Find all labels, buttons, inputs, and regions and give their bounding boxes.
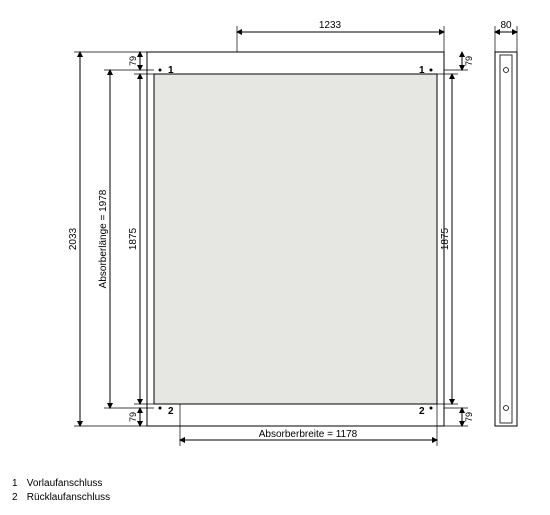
technical-drawing: 1 1 2 2 1233 80 2033 Absorberlänge = 19 xyxy=(0,0,550,515)
dim-inner-left: 1875 xyxy=(128,74,154,404)
side-outer xyxy=(495,52,517,426)
dim-inner-right-label: 1875 xyxy=(440,227,451,250)
dim-left-outer-label: 2033 xyxy=(68,227,79,250)
dim-side-width-label: 80 xyxy=(500,20,512,31)
dim-gap-bl-label: 79 xyxy=(128,412,138,422)
dim-absorber-width-label: Absorberbreite = 1178 xyxy=(259,429,358,440)
dim-gap-bl: 79 xyxy=(128,408,140,426)
legend-label: Vorlaufanschluss xyxy=(27,478,103,489)
legend-num: 1 xyxy=(12,477,24,491)
dim-side-width: 80 xyxy=(495,20,517,52)
dim-absorber-length-label: Absorberlänge = 1978 xyxy=(98,189,109,288)
dim-gap-tl-label: 79 xyxy=(128,56,138,66)
front-view: 1 1 2 2 xyxy=(147,52,444,426)
dim-gap-br: 79 xyxy=(444,408,474,426)
port-top-left xyxy=(159,69,162,72)
dim-gap-tr: 79 xyxy=(444,52,474,70)
dim-gap-tr-label: 79 xyxy=(464,56,474,66)
callout-2-bl: 2 xyxy=(168,406,174,417)
side-port-top xyxy=(504,68,509,73)
port-bottom-left xyxy=(159,407,162,410)
side-port-bottom xyxy=(504,406,509,411)
dim-gap-br-label: 79 xyxy=(464,412,474,422)
legend-item: 1 Vorlaufanschluss xyxy=(12,477,110,491)
dim-top-width: 1233 xyxy=(237,20,444,52)
port-top-right xyxy=(430,69,433,72)
port-bottom-right xyxy=(430,407,433,410)
dim-inner-left-label: 1875 xyxy=(128,227,139,250)
dim-gap-tl: 79 xyxy=(128,52,140,70)
dim-absorber-width: Absorberbreite = 1178 xyxy=(180,404,437,446)
legend: 1 Vorlaufanschluss 2 Rücklaufanschluss xyxy=(12,477,110,505)
legend-num: 2 xyxy=(12,491,24,505)
front-absorber xyxy=(154,74,437,404)
dim-top-width-label: 1233 xyxy=(319,20,342,31)
callout-2-br: 2 xyxy=(419,406,425,417)
side-view xyxy=(495,52,517,426)
side-inner xyxy=(500,55,512,423)
callout-1-tl: 1 xyxy=(168,65,174,76)
legend-label: Rücklaufanschluss xyxy=(27,492,110,503)
callout-1-tr: 1 xyxy=(419,65,425,76)
legend-item: 2 Rücklaufanschluss xyxy=(12,491,110,505)
dim-absorber-length: Absorberlänge = 1978 xyxy=(98,70,154,408)
dim-inner-right: 1875 xyxy=(437,74,458,404)
